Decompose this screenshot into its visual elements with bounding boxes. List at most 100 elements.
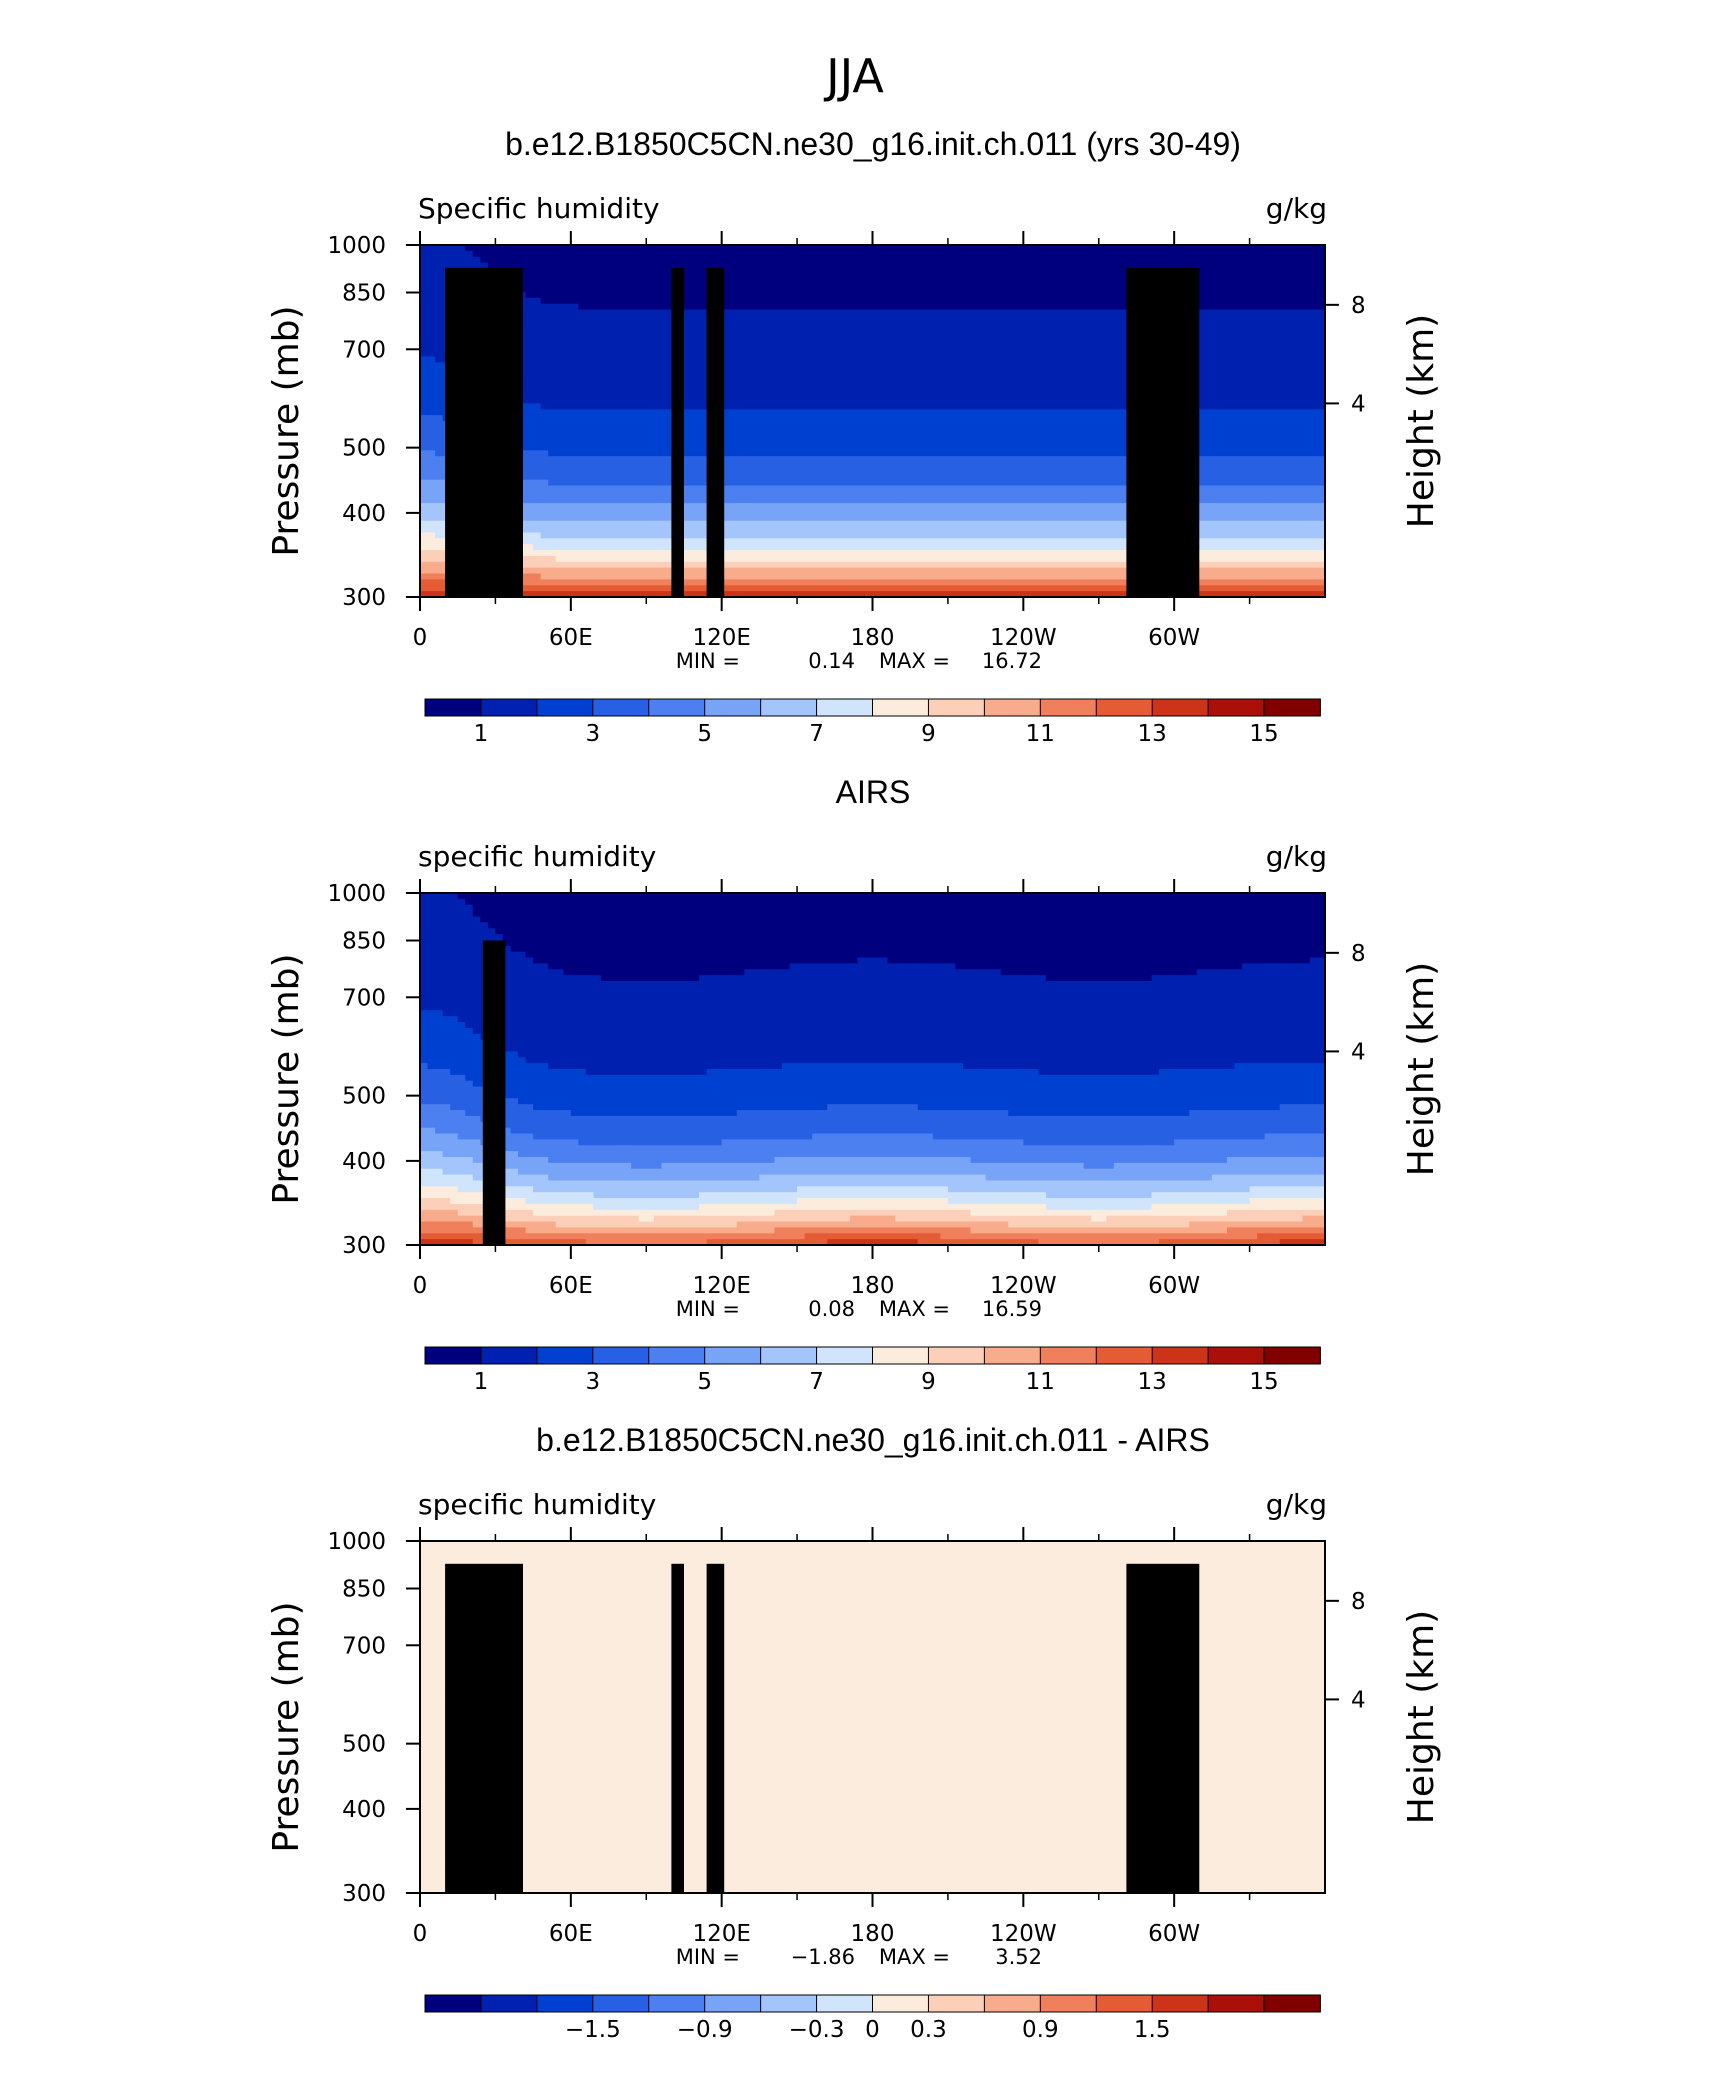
field-cell bbox=[570, 333, 579, 340]
field-cell bbox=[932, 438, 941, 446]
field-cell bbox=[895, 333, 904, 340]
field-cell bbox=[1045, 426, 1055, 434]
field-cell bbox=[1061, 432, 1070, 440]
field-cell bbox=[812, 467, 821, 475]
field-cell bbox=[420, 297, 429, 305]
field-cell bbox=[638, 333, 647, 340]
field-cell bbox=[857, 338, 866, 346]
field-cell bbox=[880, 426, 889, 434]
field-cell bbox=[895, 374, 904, 381]
field-cell bbox=[1113, 456, 1122, 463]
field-cell bbox=[925, 473, 934, 481]
field-cell bbox=[729, 344, 738, 352]
field-cell bbox=[548, 385, 557, 393]
field-cell bbox=[563, 385, 572, 393]
field-cell bbox=[1061, 426, 1070, 434]
field-cell bbox=[1121, 303, 1130, 311]
field-cell bbox=[661, 421, 670, 428]
field-cell bbox=[1061, 385, 1070, 393]
field-cell bbox=[736, 391, 745, 399]
field-cell bbox=[963, 450, 972, 457]
field-cell bbox=[849, 309, 859, 316]
field-cell bbox=[872, 250, 881, 258]
field-cell bbox=[683, 297, 693, 305]
field-cell bbox=[683, 350, 693, 358]
field-cell bbox=[1196, 397, 1205, 404]
field-cell bbox=[1030, 356, 1040, 363]
field-cell bbox=[1196, 403, 1205, 410]
field-cell bbox=[578, 456, 587, 463]
field-cell bbox=[872, 291, 881, 299]
field-cell bbox=[774, 250, 783, 258]
field-cell bbox=[1061, 303, 1070, 311]
field-cell bbox=[533, 379, 542, 387]
field-cell bbox=[1309, 256, 1319, 264]
field-cell bbox=[759, 327, 768, 334]
field-cell bbox=[1061, 286, 1070, 293]
field-cell bbox=[1113, 397, 1122, 404]
field-cell bbox=[525, 462, 534, 469]
field-cell bbox=[993, 421, 1002, 428]
field-cell bbox=[910, 280, 919, 287]
field-cell bbox=[1083, 415, 1092, 422]
field-cell bbox=[1211, 327, 1221, 334]
field-cell bbox=[1008, 309, 1017, 316]
field-cell bbox=[887, 274, 896, 281]
field-cell bbox=[1294, 391, 1303, 399]
field-cell bbox=[902, 280, 911, 287]
field-cell bbox=[1196, 327, 1205, 334]
field-cell bbox=[653, 338, 662, 346]
field-cell bbox=[985, 368, 994, 375]
field-cell bbox=[525, 245, 534, 252]
field-cell bbox=[985, 456, 994, 463]
field-cell bbox=[887, 444, 896, 451]
field-cell bbox=[736, 432, 745, 440]
field-cell bbox=[1264, 467, 1273, 475]
field-cell bbox=[963, 356, 972, 363]
field-cell bbox=[880, 268, 889, 275]
field-cell bbox=[646, 362, 655, 369]
field-cell bbox=[646, 291, 655, 299]
field-cell bbox=[563, 315, 572, 322]
field-cell bbox=[653, 397, 662, 404]
field-cell bbox=[751, 303, 760, 311]
field-cell bbox=[1317, 391, 1326, 399]
field-cell bbox=[1257, 397, 1266, 404]
field-cell bbox=[736, 268, 745, 275]
field-cell bbox=[834, 350, 843, 358]
field-cell bbox=[1242, 344, 1251, 352]
field-cell bbox=[782, 421, 791, 428]
field-cell bbox=[1302, 397, 1311, 404]
field-cell bbox=[864, 297, 874, 305]
field-cell bbox=[789, 391, 798, 399]
field-cell bbox=[1045, 321, 1055, 328]
field-cell bbox=[1196, 280, 1205, 287]
field-cell bbox=[1144, 245, 1153, 252]
field-cell bbox=[985, 256, 994, 264]
field-cell bbox=[691, 397, 700, 404]
field-cell bbox=[578, 333, 587, 340]
field-cell bbox=[1219, 450, 1228, 457]
field-cell bbox=[623, 268, 632, 275]
field-cell bbox=[895, 344, 904, 352]
field-cell bbox=[533, 403, 542, 410]
field-cell bbox=[1287, 262, 1296, 270]
field-cell bbox=[1302, 268, 1311, 275]
field-cell bbox=[540, 379, 549, 387]
field-cell bbox=[623, 485, 632, 492]
field-cell bbox=[1287, 245, 1296, 252]
field-cell bbox=[970, 327, 979, 334]
field-cell bbox=[593, 280, 602, 287]
field-cell bbox=[1008, 356, 1017, 363]
field-cell bbox=[849, 479, 859, 487]
field-cell bbox=[1257, 473, 1266, 481]
field-cell bbox=[1249, 327, 1258, 334]
field-cell bbox=[985, 473, 994, 481]
field-cell bbox=[616, 426, 625, 434]
field-cell bbox=[1242, 268, 1251, 275]
field-cell bbox=[1061, 462, 1070, 469]
field-cell bbox=[985, 356, 994, 363]
field-cell bbox=[804, 280, 813, 287]
field-cell bbox=[782, 291, 791, 299]
field-cell bbox=[955, 397, 964, 404]
